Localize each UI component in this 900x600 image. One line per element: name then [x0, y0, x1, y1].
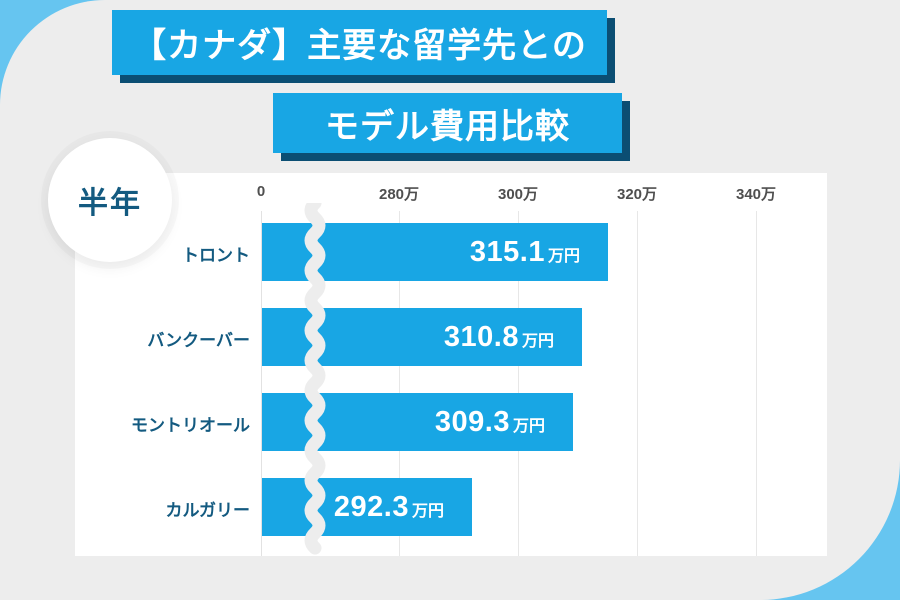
bar-value-label-3: 292.3 万円	[334, 491, 444, 524]
title-line-2: モデル費用比較	[273, 93, 622, 153]
title-line-2-text: モデル費用比較	[325, 107, 570, 146]
category-label-0: トロント	[182, 246, 250, 265]
title-line-1: 【カナダ】主要な留学先との	[112, 10, 607, 75]
category-label-1: バンクーバー	[147, 331, 250, 350]
bar-2: 309.3 万円	[262, 393, 573, 451]
category-label-3: カルガリー	[165, 501, 251, 520]
chart-panel: 0 280万 300万 320万 340万 トロント 315.1 万円 バンクーバー 310.8…	[75, 173, 827, 556]
x-tick-label-0: 0	[256, 183, 266, 200]
bar-value-unit-3: 万円	[411, 502, 444, 520]
bar-value-unit-1: 万円	[521, 332, 554, 350]
bar-0: 315.1 万円	[262, 223, 608, 281]
bar-3: 292.3 万円	[262, 478, 472, 536]
period-badge: 半年	[48, 138, 172, 262]
bar-1: 310.8 万円	[262, 308, 582, 366]
gridline-340	[756, 211, 757, 556]
bar-value-label-1: 310.8 万円	[444, 321, 554, 354]
x-tick-label-300: 300万	[497, 186, 539, 203]
gridline-300	[518, 211, 519, 556]
bar-value-number-0: 315.1	[469, 235, 545, 268]
gridline-320	[637, 211, 638, 556]
bar-value-label-0: 315.1 万円	[470, 236, 580, 269]
bar-value-label-2: 309.3 万円	[435, 406, 545, 439]
gridline-280	[399, 211, 400, 556]
category-label-2: モントリオール	[131, 416, 250, 435]
x-tick-label-340: 340万	[735, 186, 777, 203]
y-axis-line	[261, 211, 262, 556]
x-tick-label-280: 280万	[378, 186, 420, 203]
period-badge-label: 半年	[78, 187, 142, 220]
bar-value-number-3: 292.3	[333, 490, 409, 523]
x-tick-label-320: 320万	[616, 186, 658, 203]
bar-value-number-2: 309.3	[434, 405, 510, 438]
title-line-1-text: 【カナダ】主要な留学先との	[132, 27, 587, 65]
bar-value-unit-0: 万円	[547, 247, 580, 265]
bar-value-number-1: 310.8	[443, 320, 519, 353]
bar-value-unit-2: 万円	[512, 417, 545, 435]
